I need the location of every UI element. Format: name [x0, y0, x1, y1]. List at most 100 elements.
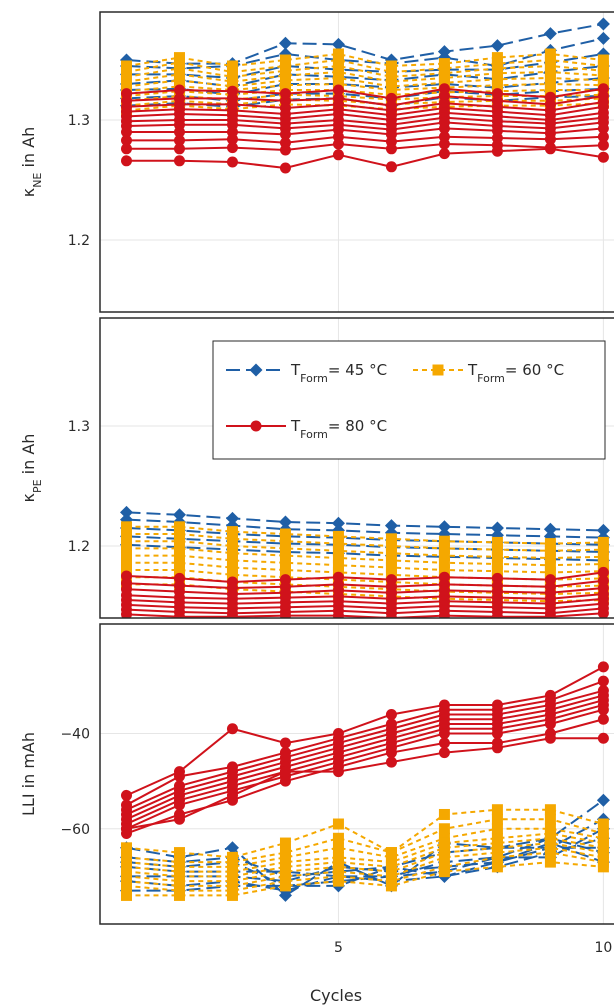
- series-t45-point: [596, 17, 610, 31]
- series-t45-point: [278, 515, 292, 529]
- panel-3-frame: [99, 623, 614, 925]
- series-t60-line-8: [126, 576, 604, 596]
- series-t60-point: [279, 550, 291, 562]
- legend-t45-marker: [249, 363, 263, 377]
- series-t60-point: [544, 78, 556, 90]
- series-t60-point: [544, 66, 556, 78]
- y-axis-title-rest: in Ah: [19, 127, 38, 173]
- series-t60-point: [226, 889, 238, 901]
- series-t80-point: [173, 770, 185, 782]
- series-t60-point: [173, 56, 185, 68]
- legend-t80-label: TForm= 80 °C: [290, 417, 387, 441]
- series-t60-point: [438, 564, 450, 576]
- series-t80-point: [544, 133, 556, 145]
- series-t60-point: [279, 542, 291, 554]
- series-t80-point: [120, 608, 132, 618]
- series-t60-point: [385, 562, 397, 574]
- series-t80-line-9: [126, 135, 604, 144]
- legend-box: [212, 340, 606, 460]
- series-t45-point: [543, 522, 557, 536]
- y-axis-title-main: κ: [19, 492, 38, 502]
- series-t60-point: [173, 564, 185, 576]
- series-t45-line-1: [126, 799, 604, 897]
- series-t80-line-6: [126, 602, 604, 610]
- y-axis-title: κPE in Ah: [19, 434, 44, 503]
- series-t60-point: [173, 557, 185, 569]
- series-t80-point: [173, 799, 185, 811]
- series-t60-line-2: [126, 818, 604, 864]
- series-t60-point: [544, 804, 556, 816]
- series-t60-point: [491, 551, 503, 563]
- series-t80-point: [332, 766, 344, 778]
- series-t60-point: [120, 60, 132, 72]
- series-t80-line-5: [126, 597, 604, 605]
- series-t45-point: [596, 523, 610, 537]
- series-t60-point: [120, 542, 132, 554]
- series-t45-line-1: [126, 511, 604, 532]
- series-t60-point: [491, 73, 503, 85]
- panel-2-data: [119, 505, 610, 618]
- series-t60-point: [544, 60, 556, 72]
- series-t60-point: [332, 832, 344, 844]
- series-t60-point: [491, 861, 503, 873]
- series-t60-point: [544, 813, 556, 825]
- series-t60-point: [332, 72, 344, 84]
- series-t80-line-5: [126, 699, 604, 821]
- series-t60-point: [438, 866, 450, 878]
- series-t60-line-1: [126, 525, 604, 545]
- series-t60-point: [226, 562, 238, 574]
- series-t80-line-2: [126, 579, 604, 590]
- series-t60-point: [491, 558, 503, 570]
- series-t60-line-1: [126, 808, 604, 859]
- series-t60-line-9: [126, 583, 604, 603]
- series-t80-line-7: [126, 121, 604, 131]
- y-axis-title-sub: PE: [31, 479, 44, 493]
- series-t80-point: [438, 728, 450, 740]
- series-t80-point: [438, 610, 450, 618]
- series-t80-line-3: [126, 101, 604, 112]
- series-t80-point: [120, 789, 132, 801]
- series-t80-point: [332, 149, 344, 161]
- legend-label-main: T: [290, 361, 301, 379]
- series-t60-point: [173, 847, 185, 859]
- series-t60-line-3: [126, 540, 604, 560]
- series-t80-line-1: [126, 665, 604, 797]
- series-t80-point: [279, 128, 291, 140]
- series-t60-point: [438, 823, 450, 835]
- series-t60-point: [385, 547, 397, 559]
- series-t60-point: [332, 48, 344, 60]
- series-t45-point: [331, 37, 345, 51]
- series-t80-line-6: [126, 703, 604, 825]
- series-t60-line-10: [126, 102, 604, 112]
- series-t60-point: [544, 48, 556, 60]
- series-t60-point: [279, 528, 291, 540]
- series-t80-point: [385, 612, 397, 618]
- series-t80-line-4: [126, 105, 604, 117]
- legend-label-rest: = 45 °C: [328, 361, 387, 379]
- series-t60-point: [226, 60, 238, 72]
- series-t60-point: [226, 540, 238, 552]
- series-t45-line-7: [126, 841, 604, 892]
- series-t80-point: [544, 611, 556, 618]
- series-t60-point: [332, 66, 344, 78]
- series-t80-point: [226, 142, 238, 154]
- series-t60-line-4: [126, 547, 604, 567]
- series-t80-point: [597, 607, 609, 618]
- legend-t60-marker: [432, 364, 444, 376]
- series-t60-point: [279, 557, 291, 569]
- panel-1-data: [119, 17, 610, 174]
- series-t60-point: [597, 551, 609, 563]
- series-t80-line-1: [126, 87, 604, 100]
- series-t60-point: [491, 823, 503, 835]
- series-t80-point: [120, 126, 132, 138]
- series-t60-point: [491, 52, 503, 64]
- series-t60-point: [544, 72, 556, 84]
- series-t60-point: [226, 569, 238, 581]
- series-t60-point: [332, 530, 344, 542]
- series-t80-point: [279, 766, 291, 778]
- series-t45-point: [596, 31, 610, 45]
- series-t60-point: [120, 528, 132, 540]
- series-t60-point: [491, 544, 503, 556]
- series-t80-point: [491, 728, 503, 740]
- series-t80-point: [385, 747, 397, 759]
